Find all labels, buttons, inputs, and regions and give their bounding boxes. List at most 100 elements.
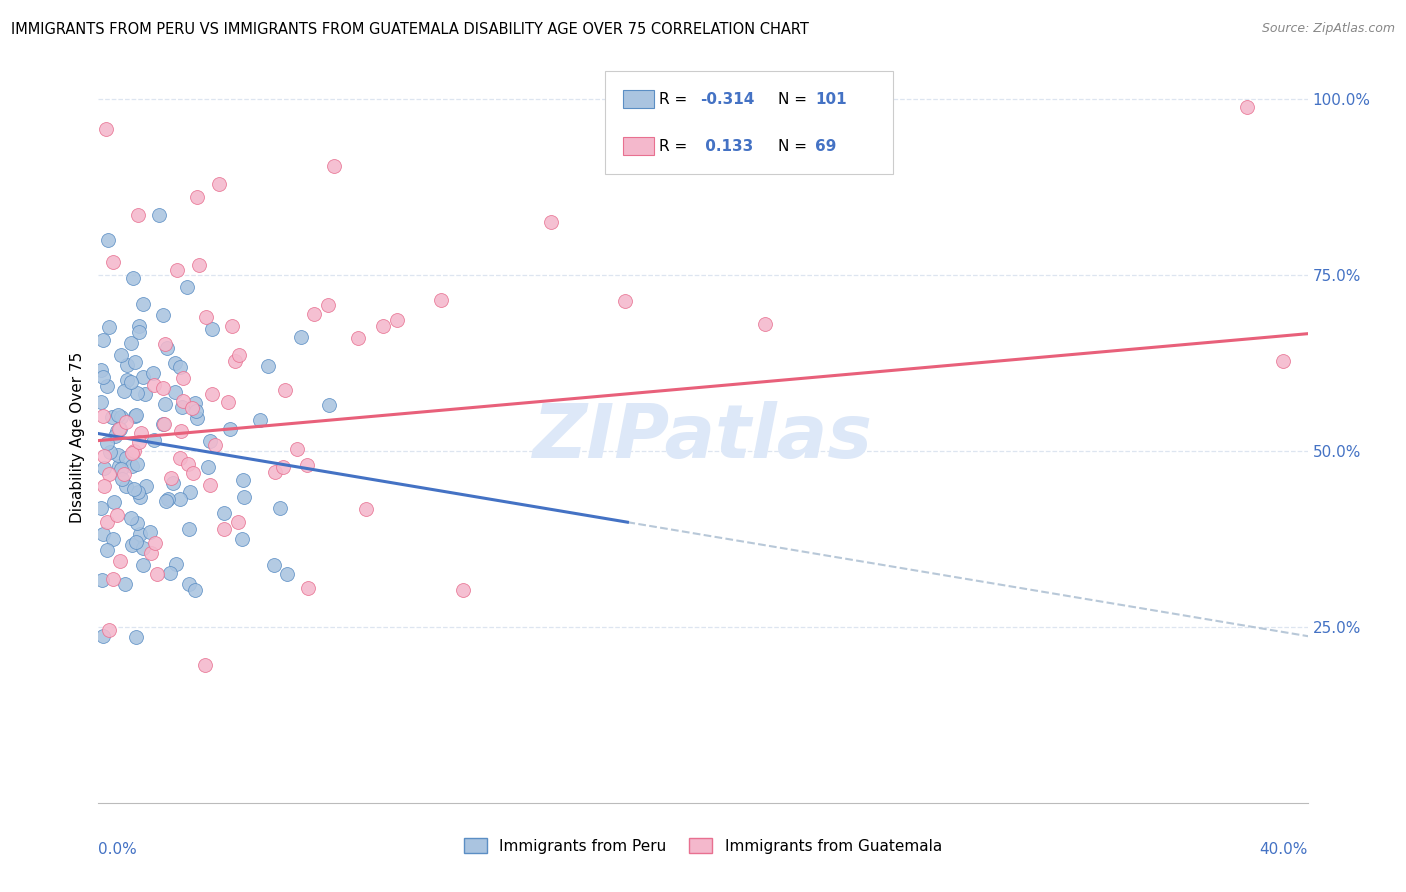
Point: [146, 567, 169, 582]
Text: 69: 69: [815, 138, 837, 153]
Point: [274, 383, 297, 397]
Point: [115, 450, 138, 465]
Point: [98, 623, 121, 637]
Point: [290, 330, 312, 344]
Text: 0.133: 0.133: [700, 138, 754, 153]
Y-axis label: Disability Age Over 75: Disability Age Over 75: [70, 351, 86, 523]
Point: [297, 582, 319, 596]
Point: [112, 467, 135, 481]
Point: [127, 208, 149, 222]
Point: [214, 506, 236, 520]
Point: [221, 319, 243, 334]
Point: [91, 334, 114, 348]
Text: 101: 101: [815, 92, 846, 107]
Point: [96, 515, 118, 529]
Point: [181, 401, 204, 415]
Point: [177, 522, 200, 536]
Point: [228, 348, 250, 362]
Point: [115, 359, 138, 373]
Point: [177, 457, 200, 471]
Point: [128, 318, 150, 333]
Point: [132, 558, 155, 572]
Point: [114, 576, 136, 591]
Point: [108, 422, 131, 436]
Point: [93, 479, 115, 493]
Point: [91, 629, 114, 643]
Point: [143, 378, 166, 392]
Point: [142, 433, 165, 447]
Point: [122, 270, 145, 285]
Point: [91, 526, 114, 541]
Point: [148, 208, 170, 222]
Point: [212, 522, 235, 536]
Point: [285, 442, 308, 457]
Point: [120, 375, 142, 389]
Point: [263, 558, 285, 573]
Legend: Immigrants from Peru, Immigrants from Guatemala: Immigrants from Peru, Immigrants from Gu…: [464, 838, 942, 854]
Point: [90, 500, 112, 515]
Point: [228, 515, 250, 529]
Point: [198, 434, 221, 448]
Point: [232, 473, 254, 487]
Point: [121, 459, 143, 474]
Point: [198, 477, 221, 491]
Point: [129, 426, 152, 441]
Point: [232, 490, 254, 504]
Point: [111, 472, 134, 486]
Point: [249, 413, 271, 427]
Point: [125, 516, 148, 530]
Text: ZIPatlas: ZIPatlas: [533, 401, 873, 474]
Point: [172, 394, 194, 409]
Point: [318, 398, 340, 412]
Point: [354, 502, 377, 516]
Point: [1272, 354, 1295, 368]
Point: [451, 582, 474, 597]
Point: [112, 384, 135, 398]
Text: Source: ZipAtlas.com: Source: ZipAtlas.com: [1261, 22, 1395, 36]
Point: [127, 484, 149, 499]
Point: [165, 557, 187, 571]
Point: [128, 325, 150, 339]
Point: [208, 177, 231, 191]
Text: 0.0%: 0.0%: [98, 842, 138, 856]
Point: [184, 403, 207, 417]
Point: [231, 532, 253, 546]
Point: [159, 566, 181, 581]
Point: [97, 233, 120, 247]
Point: [256, 359, 278, 373]
Point: [91, 409, 114, 424]
Point: [100, 445, 122, 459]
Point: [96, 435, 118, 450]
Point: [125, 386, 148, 401]
Point: [93, 450, 115, 464]
Point: [107, 448, 129, 462]
Point: [186, 190, 208, 204]
Point: [142, 367, 165, 381]
Point: [108, 422, 131, 436]
Point: [132, 370, 155, 384]
Point: [1236, 99, 1258, 113]
Point: [110, 462, 132, 476]
Point: [96, 543, 118, 558]
Point: [179, 484, 201, 499]
Point: [129, 490, 152, 504]
Point: [204, 438, 226, 452]
Point: [169, 491, 191, 506]
Point: [323, 160, 346, 174]
Point: [297, 458, 319, 472]
Point: [98, 319, 121, 334]
Point: [101, 410, 124, 425]
Point: [121, 446, 143, 460]
Point: [105, 425, 128, 439]
Point: [184, 583, 207, 598]
Point: [219, 422, 242, 436]
Point: [90, 363, 112, 377]
Point: [201, 321, 224, 335]
Point: [169, 451, 191, 466]
Point: [152, 308, 174, 322]
Point: [179, 577, 201, 591]
Point: [125, 631, 148, 645]
Point: [153, 336, 176, 351]
Point: [93, 461, 115, 475]
Point: [169, 360, 191, 375]
